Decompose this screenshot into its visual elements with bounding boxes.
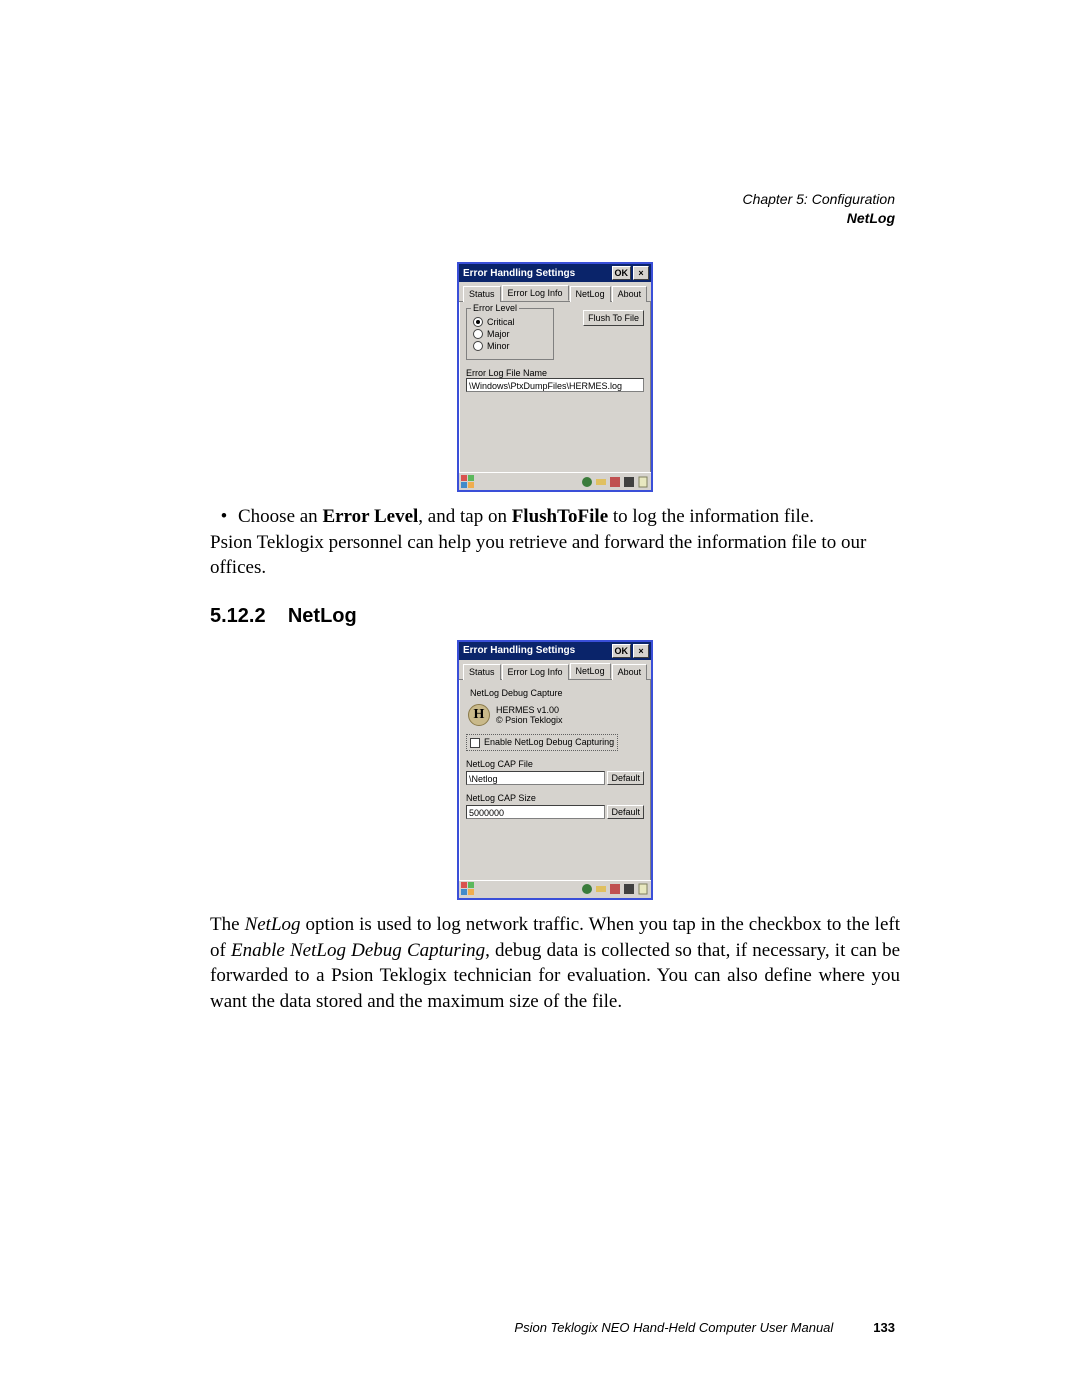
hermes-icon: H (468, 704, 490, 726)
titlebar: Error Handling Settings OK × (459, 264, 651, 282)
error-level-group: Error Level Critical Major Minor (466, 308, 554, 360)
system-tray (581, 883, 649, 895)
tabs: Status Error Log Info NetLog About (459, 660, 651, 680)
tray-icon[interactable] (595, 883, 607, 895)
page-header: Chapter 5: Configuration NetLog (742, 190, 895, 228)
paragraph: The NetLog option is used to log network… (210, 912, 900, 1015)
footer-title: Psion Teklogix NEO Hand-Held Computer Us… (210, 1320, 873, 1335)
close-button[interactable]: × (633, 644, 649, 658)
section-heading: 5.12.2 NetLog (210, 605, 900, 628)
capsize-label: NetLog CAP Size (466, 793, 644, 803)
close-button[interactable]: × (633, 266, 649, 280)
radio-label: Critical (487, 317, 515, 327)
system-tray (581, 476, 649, 488)
radio-label: Major (487, 329, 510, 339)
tray-icon[interactable] (595, 476, 607, 488)
header-chapter: Chapter 5: Configuration (742, 190, 895, 209)
tabs: Status Error Log Info NetLog About (459, 282, 651, 302)
group-legend: Error Level (471, 303, 519, 313)
screenshot-error-log-info: Error Handling Settings OK × Status Erro… (457, 262, 653, 492)
tab-status[interactable]: Status (463, 664, 501, 680)
page-footer: Psion Teklogix NEO Hand-Held Computer Us… (210, 1320, 895, 1335)
tab-error-log-info[interactable]: Error Log Info (502, 664, 569, 680)
tray-icon[interactable] (623, 476, 635, 488)
page-number: 133 (873, 1320, 895, 1335)
radio-icon (473, 317, 483, 327)
radio-critical[interactable]: Critical (473, 317, 547, 327)
tab-status[interactable]: Status (463, 286, 501, 302)
tray-icon[interactable] (637, 883, 649, 895)
start-icon[interactable] (461, 475, 475, 489)
tab-about[interactable]: About (612, 286, 648, 302)
start-icon[interactable] (461, 882, 475, 896)
about-row: H HERMES v1.00 © Psion Teklogix (468, 704, 644, 726)
flush-to-file-button[interactable]: Flush To File (583, 310, 644, 326)
capsize-field[interactable]: 5000000 (466, 805, 605, 819)
enable-netlog-checkbox[interactable]: Enable NetLog Debug Capturing (466, 734, 618, 751)
checkbox-icon (470, 738, 480, 748)
radio-minor[interactable]: Minor (473, 341, 547, 351)
hermes-info: HERMES v1.00 © Psion Teklogix (496, 705, 563, 725)
screenshot-netlog: Error Handling Settings OK × Status Erro… (457, 640, 653, 900)
bullet: • (210, 504, 238, 530)
tab-error-log-info[interactable]: Error Log Info (502, 285, 569, 301)
default-button[interactable]: Default (607, 805, 644, 819)
radio-icon (473, 329, 483, 339)
paragraph-text: Psion Teklogix personnel can help you re… (210, 530, 900, 581)
capfile-label: NetLog CAP File (466, 759, 644, 769)
default-button[interactable]: Default (607, 771, 644, 785)
section-title: NetLog (288, 605, 357, 627)
tab-about[interactable]: About (612, 664, 648, 680)
taskbar (459, 880, 651, 898)
tray-icon[interactable] (609, 883, 621, 895)
ok-button[interactable]: OK (612, 644, 632, 658)
window-title: Error Handling Settings (463, 645, 610, 656)
tab-netlog[interactable]: NetLog (570, 286, 611, 302)
filename-field[interactable]: \Windows\PtxDumpFiles\HERMES.log (466, 378, 644, 392)
tab-body: NetLog Debug Capture H HERMES v1.00 © Ps… (459, 680, 651, 880)
capfile-field[interactable]: \Netlog (466, 771, 605, 785)
bullet-text: Choose an Error Level, and tap on FlushT… (238, 504, 814, 530)
tray-icon[interactable] (581, 883, 593, 895)
section-number: 5.12.2 (210, 605, 266, 627)
tray-icon[interactable] (609, 476, 621, 488)
header-section: NetLog (742, 209, 895, 228)
netlog-debug-label: NetLog Debug Capture (470, 688, 644, 698)
tray-icon[interactable] (581, 476, 593, 488)
taskbar (459, 472, 651, 490)
tab-body: Error Level Critical Major Minor Flush T… (459, 302, 651, 472)
tray-icon[interactable] (623, 883, 635, 895)
radio-icon (473, 341, 483, 351)
tab-netlog[interactable]: NetLog (570, 663, 611, 679)
radio-label: Minor (487, 341, 510, 351)
checkbox-label: Enable NetLog Debug Capturing (484, 737, 614, 747)
tray-icon[interactable] (637, 476, 649, 488)
titlebar: Error Handling Settings OK × (459, 642, 651, 660)
window-title: Error Handling Settings (463, 268, 610, 279)
filename-label: Error Log File Name (466, 368, 644, 378)
radio-major[interactable]: Major (473, 329, 547, 339)
paragraph: • Choose an Error Level, and tap on Flus… (210, 504, 900, 581)
ok-button[interactable]: OK (612, 266, 632, 280)
